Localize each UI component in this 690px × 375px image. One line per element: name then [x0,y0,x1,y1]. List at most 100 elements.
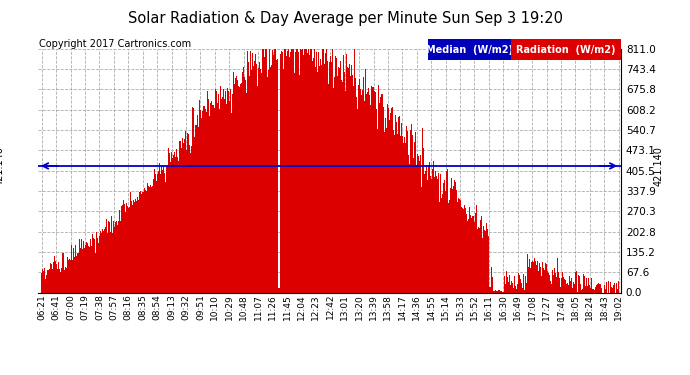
Bar [618,281,619,292]
Bar [60,272,61,292]
Bar [554,268,555,292]
Bar [559,278,560,292]
Bar [411,124,412,292]
Bar [218,94,219,292]
Bar [343,55,344,292]
Bar [394,135,395,292]
Bar [512,283,513,292]
Bar [293,49,294,292]
Bar [397,124,399,292]
Bar [83,248,85,292]
Bar [549,275,550,292]
Bar [203,106,204,292]
Text: 421.140: 421.140 [654,146,664,186]
Bar [573,285,574,292]
Bar [372,87,373,292]
Bar [145,190,146,292]
Bar [278,288,279,292]
Bar [589,284,591,292]
Bar [297,58,298,292]
Bar [484,230,485,292]
Bar [209,116,210,292]
Bar [140,191,141,292]
Bar [574,284,575,292]
Bar [415,132,416,292]
Bar [326,49,327,292]
Bar [565,280,566,292]
Bar [288,70,289,292]
Bar [319,59,320,292]
Bar [228,84,229,292]
Bar [132,205,133,292]
Bar [190,118,192,292]
Bar [435,166,436,292]
Bar [613,285,614,292]
Bar [351,65,352,292]
Bar [79,240,80,292]
Bar [316,52,317,292]
Bar [118,221,119,292]
Bar [211,101,212,292]
Bar [342,82,343,292]
Bar [240,84,241,292]
Bar [165,182,166,292]
Bar [582,289,583,292]
Bar [313,49,315,292]
Bar [272,50,273,292]
Bar [289,57,290,292]
Bar [562,272,563,292]
Bar [610,282,611,292]
Bar [344,60,346,292]
Bar [72,260,73,292]
Bar [544,270,545,292]
Bar [432,169,433,292]
Bar [513,288,514,292]
Bar [581,290,582,292]
Bar [492,273,493,292]
Bar [365,69,366,292]
Bar [392,124,393,292]
Bar [516,289,517,292]
Bar [329,62,331,292]
Bar [592,289,593,292]
Bar [116,217,117,292]
Bar [256,64,257,292]
Bar [379,104,380,292]
Bar [263,49,264,292]
Bar [64,270,65,292]
Bar [204,106,205,292]
Text: Solar Radiation & Day Average per Minute Sun Sep 3 19:20: Solar Radiation & Day Average per Minute… [128,11,562,26]
Bar [534,258,535,292]
Bar [532,261,533,292]
Bar [584,276,585,292]
Bar [597,285,598,292]
Bar [561,277,562,292]
Bar [481,216,482,292]
Bar [124,204,125,292]
Bar [400,136,401,292]
Bar [375,92,376,292]
Bar [315,68,316,292]
Bar [174,152,175,292]
Bar [504,281,505,292]
Text: 421.140: 421.140 [0,146,5,186]
Bar [355,78,356,292]
Bar [121,219,123,292]
Bar [117,225,118,292]
Bar [541,276,542,292]
Bar [65,267,66,292]
Bar [469,207,470,292]
Text: Median  (W/m2): Median (W/m2) [426,45,513,55]
Bar [195,125,196,292]
Bar [408,155,409,292]
Bar [143,192,144,292]
Bar [248,62,249,292]
Bar [323,70,324,292]
Bar [120,221,121,292]
Bar [150,183,151,292]
Bar [368,88,369,292]
Bar [54,266,55,292]
Bar [407,131,408,292]
Bar [206,112,208,292]
Bar [370,91,371,292]
